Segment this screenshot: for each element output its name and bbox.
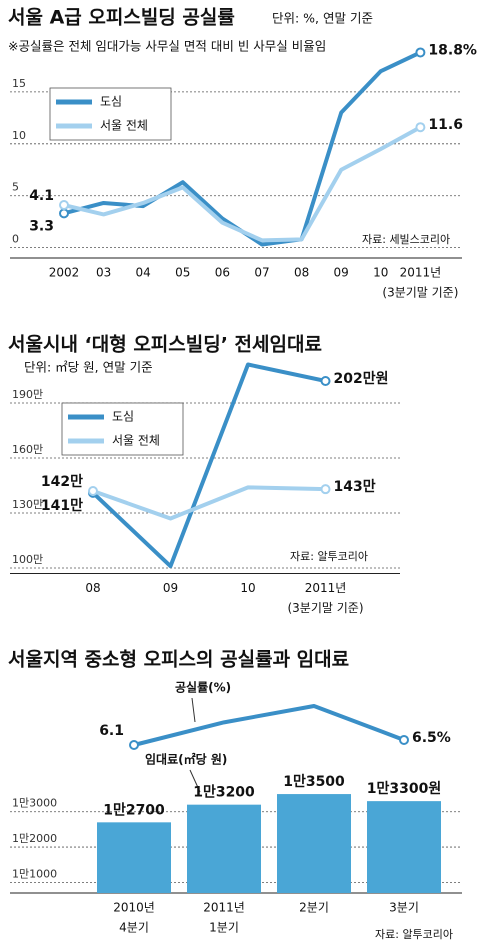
x-tick-label: 06: [215, 266, 230, 280]
y-tick-label: 1만2000: [12, 832, 57, 845]
value-label: 3.3: [29, 218, 54, 234]
source: 자료: 알투코리아: [290, 549, 368, 563]
point-marker: [320, 484, 331, 495]
point-marker: [88, 486, 98, 496]
x-tick-label: 2011년: [400, 266, 442, 280]
data-line: [91, 362, 326, 569]
legend-box: [49, 87, 172, 141]
value-label: 1만3300원: [367, 781, 441, 797]
point-marker: [399, 734, 409, 745]
point-marker: [320, 376, 331, 386]
bar-label: 임대료(㎡당 원): [145, 752, 227, 767]
legend-label: 도심: [112, 410, 134, 424]
data-line: [63, 50, 422, 247]
value-label: 6.1: [99, 723, 124, 739]
legend-box: [61, 402, 184, 456]
legend-label: 서울 전체: [100, 119, 148, 133]
x-tick-label: (3분기말 기준): [287, 601, 363, 615]
point-marker: [129, 740, 139, 750]
y-tick-label: 5: [12, 181, 19, 194]
bar: [367, 801, 441, 893]
x-tick-label: 08: [294, 266, 309, 280]
data-line: [92, 485, 326, 521]
y-tick-label: 100만: [12, 553, 43, 566]
leader: [191, 697, 196, 723]
y-tick-label: 0: [12, 233, 19, 246]
leader: [189, 769, 201, 793]
x-tick-label: 03: [96, 266, 111, 280]
chart-title: 서울지역 중소형 오피스의 공실률과 임대료: [8, 649, 349, 671]
chart-title: 서울 A급 오피스빌딩 공실률: [8, 7, 235, 29]
x-tick-label: 2002: [49, 266, 80, 280]
point-marker: [59, 208, 69, 219]
chart-subtitle: 단위: %, 연말 기준: [272, 11, 373, 26]
x-tick-label: 10: [373, 266, 388, 280]
point-marker: [415, 47, 426, 58]
x-tick-label: 09: [163, 581, 178, 595]
point-marker: [415, 122, 426, 133]
value-label: 1만3200: [193, 785, 255, 801]
chart-title: 서울시내 ‘대형 오피스빌딩’ 전세임대료: [8, 334, 322, 356]
x-tick-label: 2010년: [113, 901, 155, 915]
y-tick-label: 15: [12, 77, 26, 90]
source: 자료: 세빌스코리아: [362, 233, 450, 246]
y-tick-label: 130만: [12, 498, 43, 511]
value-label: 202만원: [334, 371, 389, 387]
x-tick-label: 10: [240, 581, 255, 595]
legend-label: 서울 전체: [112, 434, 160, 448]
legend-label: 도심: [100, 95, 122, 109]
point-marker: [59, 200, 69, 211]
line-label: 공실률(%): [175, 680, 231, 695]
y-tick-label: 1만1000: [12, 867, 57, 880]
x-tick-label: 1분기: [209, 921, 239, 935]
value-label: 6.5%: [412, 730, 451, 746]
bar: [277, 794, 351, 893]
data-line: [63, 125, 422, 243]
chart-subtitle: 단위: ㎡당 원, 연말 기준: [24, 360, 153, 375]
y-tick-label: 10: [12, 129, 26, 142]
source: 자료: 알투코리아: [375, 927, 453, 941]
x-tick-label: 08: [85, 581, 100, 595]
value-label: 1만3500: [283, 774, 345, 790]
value-label: 18.8%: [428, 42, 477, 58]
y-tick-label: 160만: [12, 443, 43, 456]
y-tick-label: 1만3000: [12, 797, 57, 810]
value-label: 143만: [334, 479, 376, 495]
x-tick-label: 3분기: [389, 901, 419, 915]
x-tick-label: (3분기말 기준): [382, 286, 458, 300]
x-tick-label: 04: [136, 266, 151, 280]
x-tick-label: 05: [175, 266, 190, 280]
x-tick-label: 4분기: [119, 921, 149, 935]
value-label: 4.1: [29, 188, 54, 204]
value-label: 141만: [41, 498, 83, 514]
value-label: 1만2700: [103, 802, 165, 818]
bar: [97, 822, 171, 893]
value-label: 11.6: [428, 117, 463, 133]
x-tick-label: 09: [334, 266, 349, 280]
data-line: [133, 704, 405, 747]
chart-note: ※공실률은 전체 임대가능 사무실 면적 대비 빈 사무실 비율임: [8, 39, 326, 54]
bar: [187, 804, 261, 893]
x-tick-label: 2분기: [299, 901, 329, 915]
value-label: 142만: [41, 474, 83, 490]
x-tick-label: 07: [254, 266, 269, 280]
x-tick-label: 2011년: [305, 581, 347, 595]
x-tick-label: 2011년: [203, 901, 245, 915]
y-tick-label: 190만: [12, 388, 43, 401]
